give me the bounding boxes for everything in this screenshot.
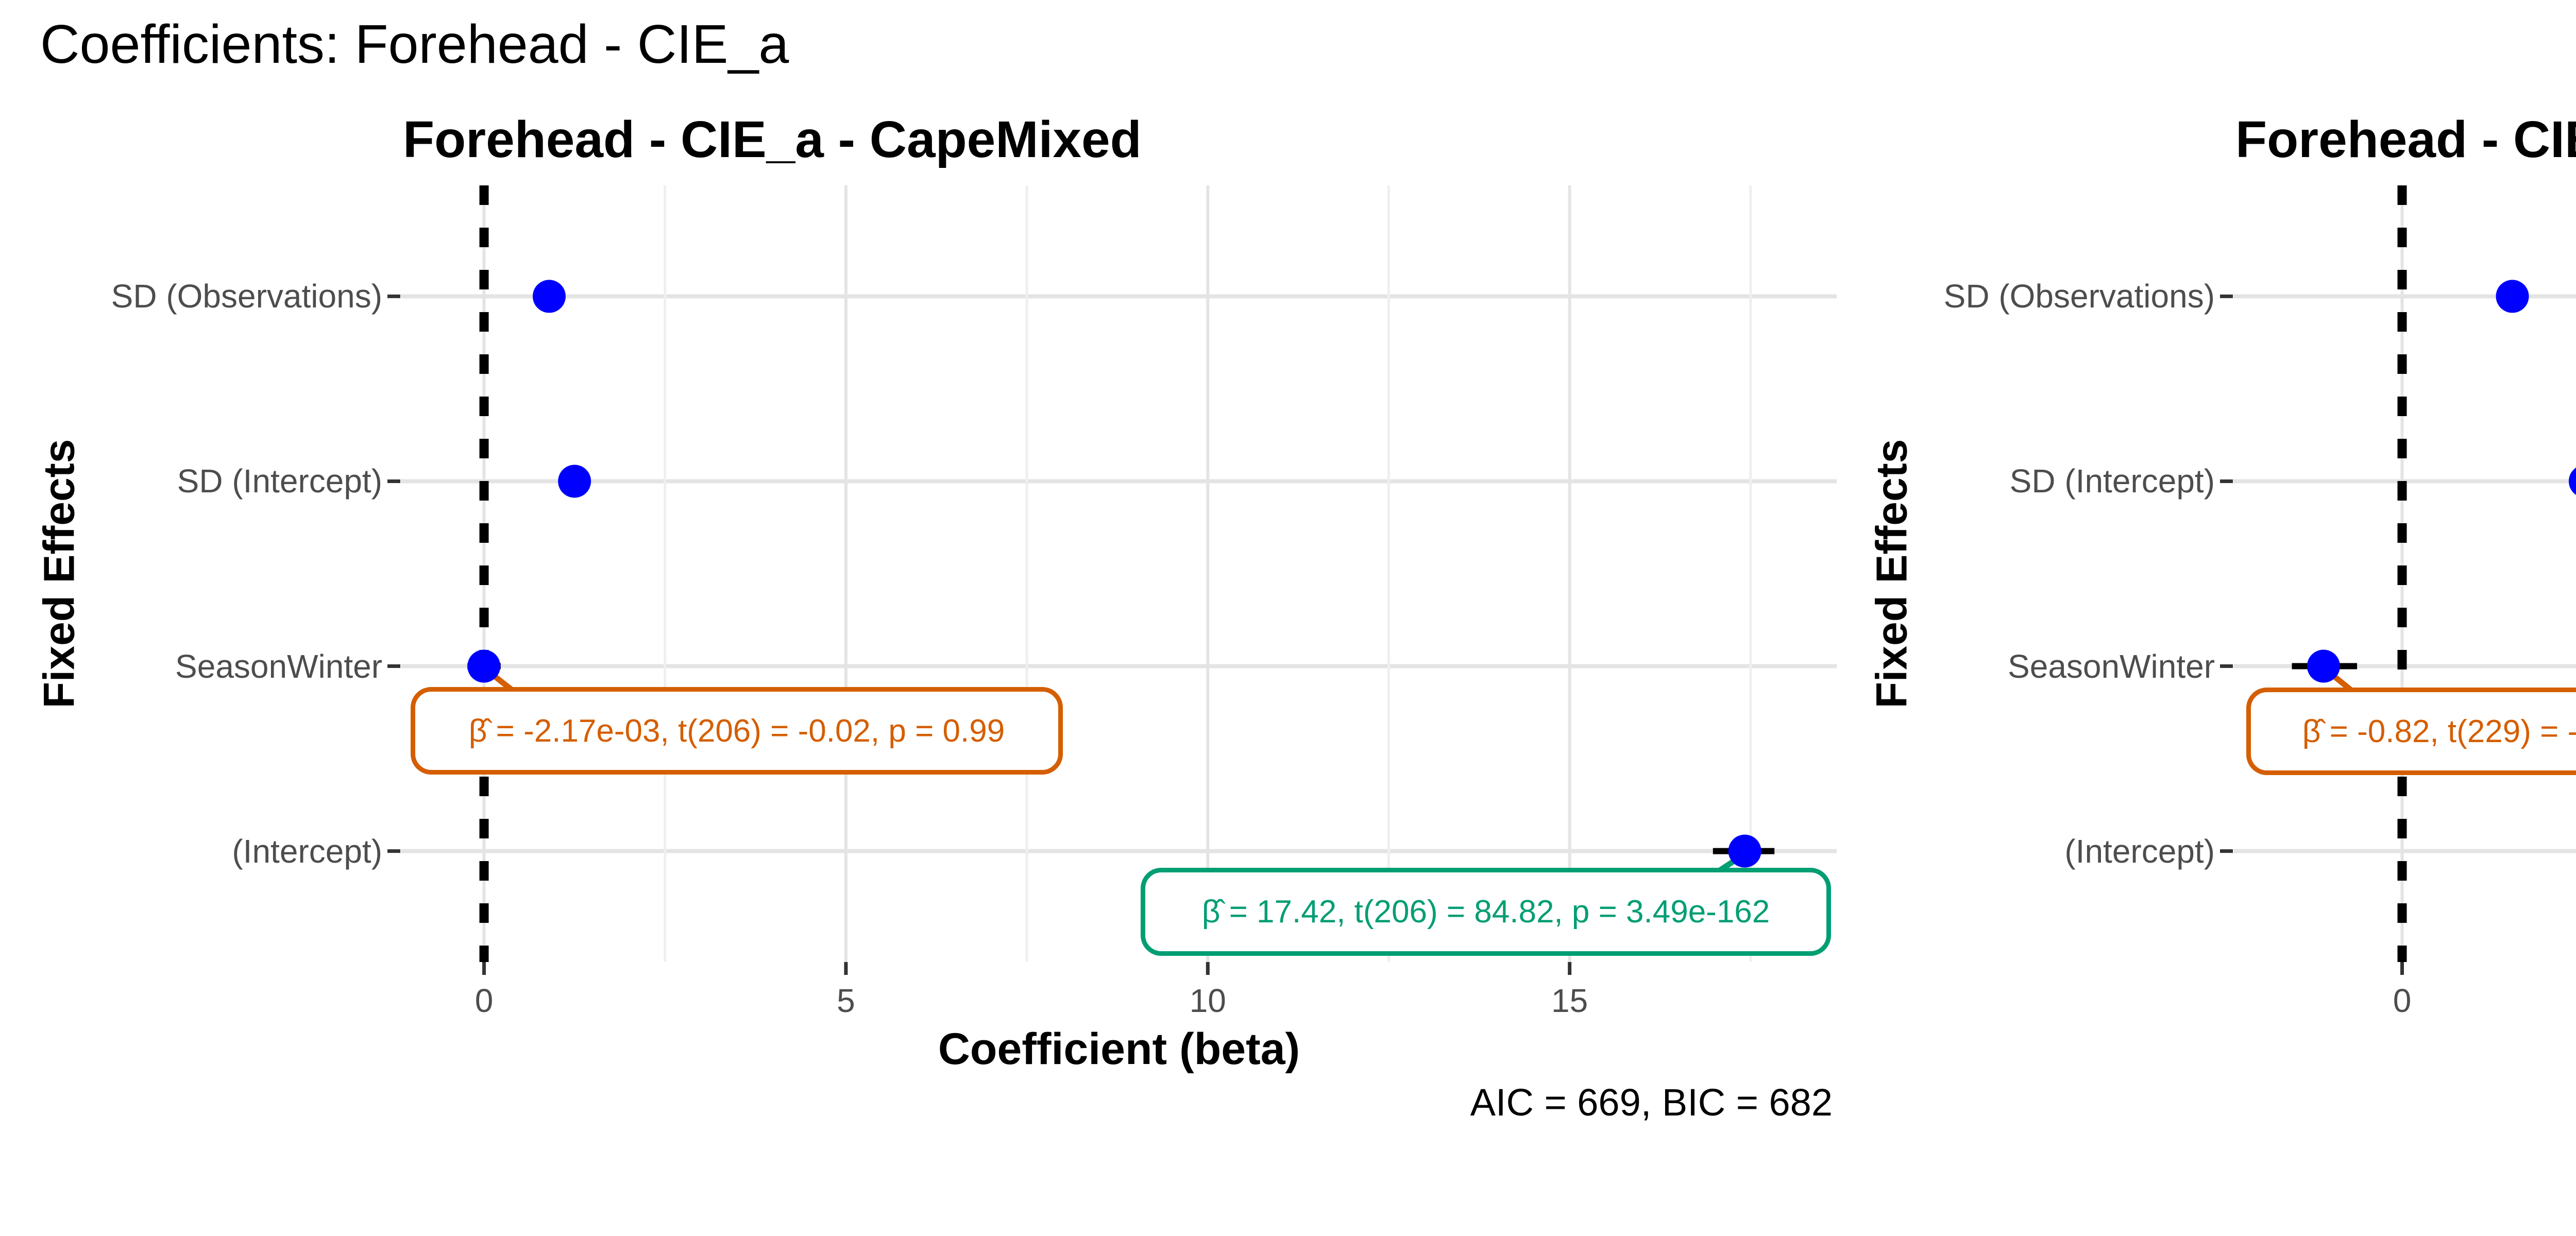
stat-annotation: β̂ = -2.17e-03, t(206) = -0.02, p = 0.99 bbox=[411, 687, 1063, 775]
coefficient-point bbox=[467, 649, 501, 683]
coefficient-point bbox=[1728, 834, 1761, 868]
coefficient-point bbox=[2568, 467, 2576, 495]
category-label: SD (Observations) bbox=[111, 278, 382, 315]
x-tick-label: 0 bbox=[474, 982, 494, 1019]
panel-title-right: Forehead - CIE_a - Xhosa bbox=[2235, 111, 2576, 168]
category-label: (Intercept) bbox=[2064, 832, 2215, 870]
stat-annotation: β̂ = -0.82, t(229) = -4.86, p = 2.14e-06 bbox=[2246, 688, 2576, 775]
panel-title-left: Forehead - CIE_a - CapeMixed bbox=[403, 111, 1142, 168]
coefficient-point bbox=[2496, 280, 2529, 313]
x-tick-label: 10 bbox=[1189, 982, 1226, 1019]
stat-annotation: β̂ = 17.42, t(206) = 84.82, p = 3.49e-16… bbox=[1141, 868, 1831, 956]
x-axis-title-left: Coefficient (beta) bbox=[938, 1024, 1300, 1074]
x-tick-label: 5 bbox=[837, 982, 855, 1019]
coefficient-point bbox=[2307, 649, 2340, 683]
category-label: SeasonWinter bbox=[2008, 647, 2215, 685]
coefficient-point bbox=[558, 465, 591, 498]
category-label: SD (Observations) bbox=[1943, 278, 2215, 315]
stats-caption-left: AIC = 669, BIC = 682 bbox=[1470, 1081, 1833, 1124]
category-label: (Intercept) bbox=[232, 832, 382, 870]
x-tick-label: 15 bbox=[1551, 982, 1588, 1019]
category-label: SD (Intercept) bbox=[2009, 462, 2215, 500]
category-label: SD (Intercept) bbox=[177, 462, 382, 500]
category-label: SeasonWinter bbox=[175, 647, 382, 685]
y-axis-title-right: Fixed Effects bbox=[1867, 439, 1916, 709]
coefficient-point bbox=[532, 280, 566, 313]
y-axis-title-left: Fixed Effects bbox=[35, 439, 83, 709]
page-title: Coefficients: Forehead - CIE_a bbox=[40, 14, 789, 75]
x-tick-label: 0 bbox=[2393, 982, 2412, 1019]
